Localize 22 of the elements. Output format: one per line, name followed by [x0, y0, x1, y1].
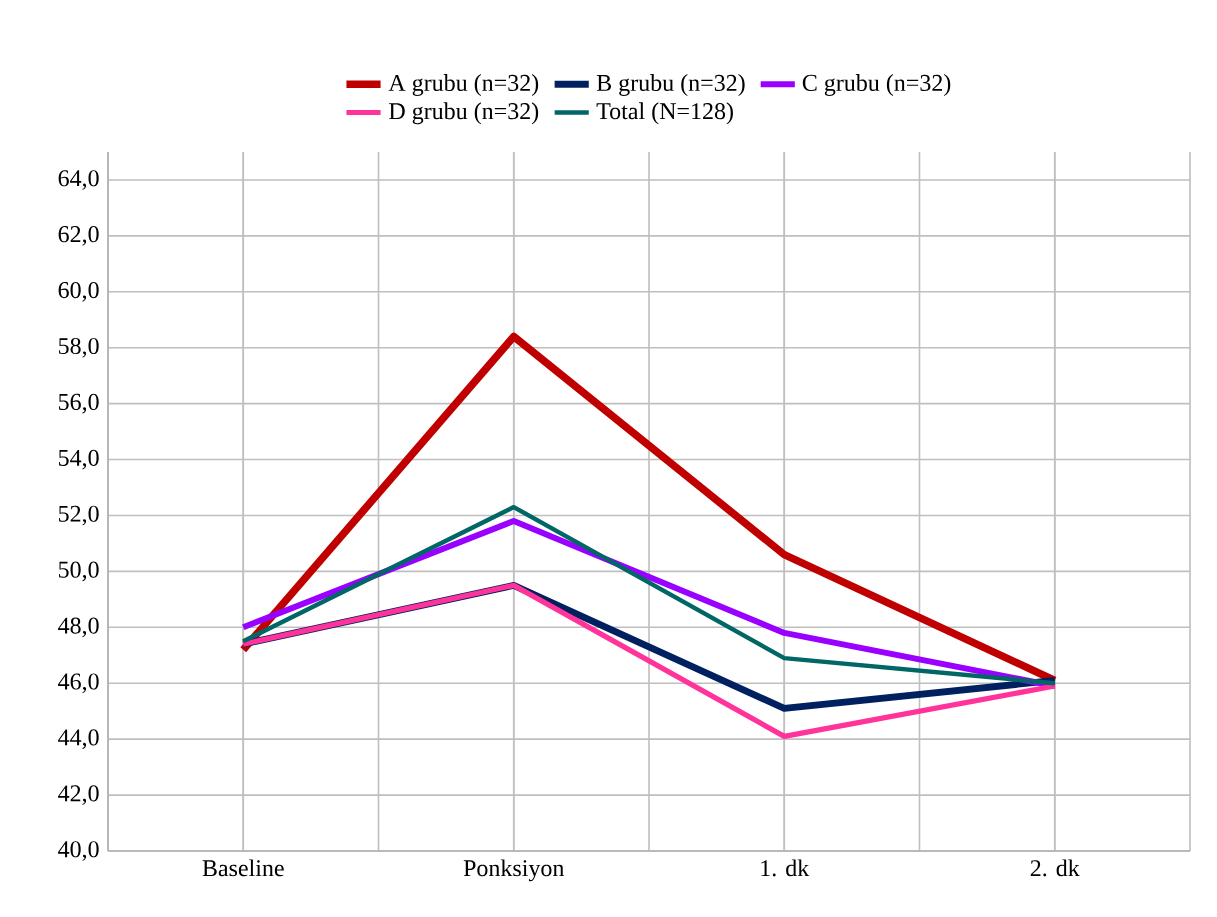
y-tick-label: 64,0 — [58, 170, 99, 190]
x-tick-label: Baseline — [202, 859, 284, 877]
y-tick-label: 42,0 — [58, 785, 99, 805]
y-tick-label: 48,0 — [58, 617, 99, 638]
y-tick-label: 60,0 — [58, 281, 99, 302]
legend-label: Total (N=128) — [596, 102, 733, 125]
y-tick-label: 52,0 — [58, 505, 99, 526]
y-tick-label: 50,0 — [58, 561, 99, 582]
y-tick-label: 54,0 — [58, 449, 99, 470]
legend-label: B grubu (n=32) — [596, 74, 745, 96]
legend-label: D grubu (n=32) — [389, 102, 539, 125]
y-tick-label: 40,0 — [58, 841, 99, 861]
y-tick-label: 46,0 — [58, 673, 99, 694]
y-tick-label: 58,0 — [58, 337, 99, 358]
x-tick-label: 2. dk — [1030, 859, 1080, 877]
legend-label: A grubu (n=32) — [388, 74, 539, 96]
legend-label: C grubu (n=32) — [802, 74, 951, 96]
y-tick-label: 56,0 — [58, 393, 99, 414]
x-tick-label: Ponksiyon — [463, 859, 565, 882]
y-tick-label: 62,0 — [58, 226, 99, 246]
y-tick-label: 44,0 — [58, 729, 99, 749]
x-tick-label: 1. dk — [761, 859, 810, 877]
